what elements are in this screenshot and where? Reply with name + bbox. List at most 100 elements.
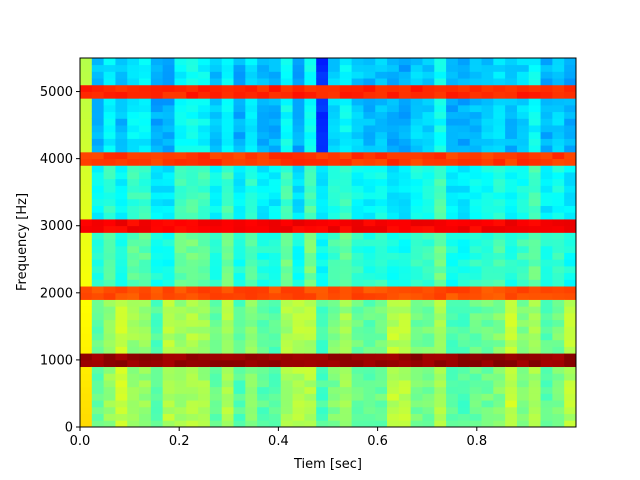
heatmap-cell [268,232,282,240]
heatmap-cell [316,400,329,408]
heatmap-cell [375,299,388,307]
heatmap-cell [292,406,305,414]
heatmap-cell [564,185,577,193]
heatmap-cell [493,353,506,361]
heatmap-cell [434,232,447,240]
heatmap-cell [221,420,234,428]
heatmap-cell [564,212,577,220]
heatmap-cell [221,198,234,206]
heatmap-cell [233,420,246,428]
heatmap-cell [457,393,471,401]
heatmap-cell [139,205,152,213]
heatmap-cell [528,326,541,334]
heatmap-cell [280,353,293,361]
heatmap-cell [328,306,341,314]
heatmap-cell [316,393,329,401]
heatmap-cell [91,172,105,180]
heatmap-cell [339,192,353,200]
heatmap-cell [174,306,187,314]
heatmap-cell [481,118,494,126]
heatmap-cell [339,158,353,166]
heatmap-cell [422,326,435,334]
heatmap-cell [469,104,482,113]
heatmap-cell [339,58,353,66]
heatmap-cell [387,205,400,213]
heatmap-cell [139,326,152,334]
heatmap-cell [552,373,565,381]
heatmap-cell [139,219,152,227]
heatmap-cell [304,265,317,274]
heatmap-cell [516,420,530,428]
heatmap-cell [398,71,412,79]
heatmap-cell [552,346,565,354]
heatmap-cell [351,71,364,79]
heatmap-cell [280,78,293,86]
heatmap-cell [127,138,140,146]
heatmap-cell [150,205,164,213]
heatmap-cell [292,272,305,280]
heatmap-cell [375,145,388,153]
heatmap-cell [127,178,140,186]
heatmap-cell [339,165,353,173]
heatmap-cell [339,64,353,72]
heatmap-cell [316,306,329,314]
heatmap-cell [115,64,128,72]
heatmap-cell [186,272,199,280]
heatmap-cell [268,380,282,388]
heatmap-cell [564,265,577,274]
heatmap-cell [280,299,293,307]
heatmap-cell [257,272,270,280]
heatmap-cell [115,158,128,166]
heatmap-cell [91,373,105,381]
heatmap-cell [446,380,459,388]
heatmap-cell [363,151,376,160]
heatmap-cell [457,98,471,106]
heatmap-cell [233,165,246,173]
heatmap-cell [198,292,211,300]
heatmap-cell [292,151,305,160]
heatmap-cell [186,333,199,341]
heatmap-cell [446,225,459,233]
heatmap-cell [375,319,388,327]
heatmap-cell [139,165,152,173]
heatmap-cell [528,265,541,274]
heatmap-cell [387,192,400,200]
heatmap-cell [316,279,329,287]
heatmap-cell [292,212,305,220]
heatmap-cell [233,245,246,253]
heatmap-cell [91,131,105,139]
heatmap-cell [516,319,530,327]
heatmap-cell [304,131,317,139]
heatmap-cell [91,380,105,388]
heatmap-cell [139,232,152,240]
heatmap-cell [245,185,258,193]
heatmap-cell [398,98,412,106]
heatmap-cell [115,346,128,354]
heatmap-cell [552,212,565,220]
heatmap-cell [316,91,329,99]
heatmap-cell [115,292,128,300]
heatmap-cell [316,346,329,354]
heatmap-cell [564,71,577,79]
heatmap-cell [434,420,447,428]
heatmap-cell [493,192,506,200]
heatmap-cell [198,78,211,86]
heatmap-cell [339,420,353,428]
heatmap-cell [481,232,494,240]
heatmap-cell [375,252,388,260]
heatmap-cell [564,78,577,86]
heatmap-cell [328,91,341,99]
heatmap-cell [221,272,234,280]
heatmap-cell [103,279,116,287]
heatmap-cell [410,158,423,166]
heatmap-cell [150,373,164,381]
heatmap-cell [268,406,282,414]
heatmap-cell [446,198,459,206]
heatmap-cell [257,279,270,287]
heatmap-cell [268,172,282,180]
heatmap-cell [422,292,435,300]
heatmap-cell [457,131,471,139]
heatmap-cell [233,58,246,66]
heatmap-cell [481,393,494,401]
heatmap-cell [115,118,128,126]
